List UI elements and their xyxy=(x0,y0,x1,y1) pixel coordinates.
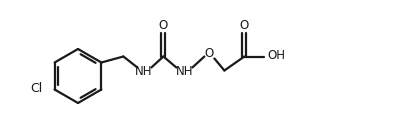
Text: Cl: Cl xyxy=(30,82,43,95)
Text: O: O xyxy=(239,19,248,32)
Text: NH: NH xyxy=(175,65,193,78)
Text: NH: NH xyxy=(134,65,152,78)
Text: O: O xyxy=(204,47,214,60)
Text: OH: OH xyxy=(267,49,285,62)
Text: O: O xyxy=(158,19,168,32)
